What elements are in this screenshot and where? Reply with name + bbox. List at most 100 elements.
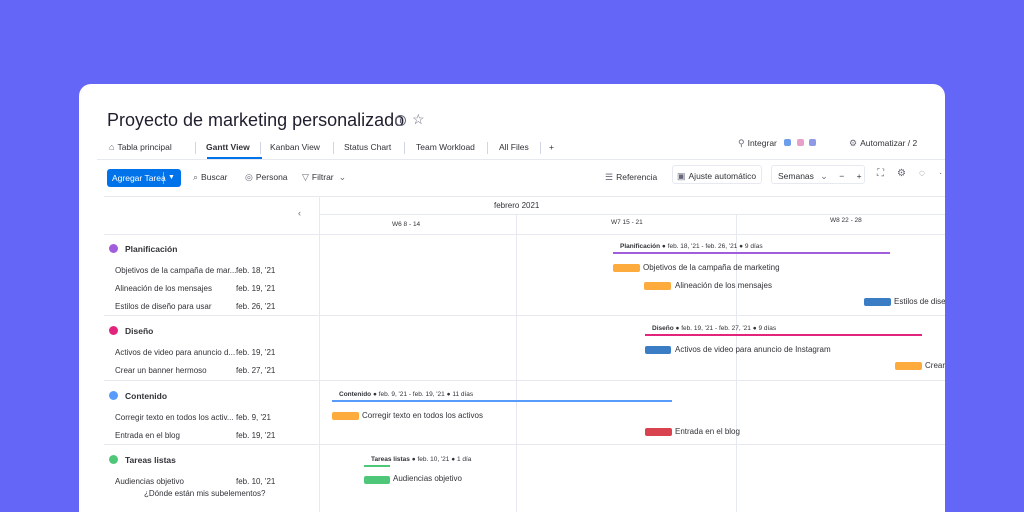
tab-divider bbox=[404, 142, 405, 154]
group-title[interactable]: Tareas listas bbox=[125, 455, 176, 465]
task-name[interactable]: Audiencias objetivo bbox=[115, 477, 184, 486]
task-bar-label: Crear bbox=[925, 361, 945, 370]
task-bar[interactable] bbox=[613, 264, 640, 272]
task-date: feb. 19, '21 bbox=[236, 284, 276, 293]
tab-divider bbox=[333, 142, 334, 154]
task-name[interactable]: Entrada en el blog bbox=[115, 431, 180, 440]
task-name[interactable]: Alineación de los mensajes bbox=[115, 284, 212, 293]
auto-fit-button[interactable]: ▣ Ajuste automático bbox=[672, 165, 762, 184]
page-title: Proyecto de marketing personalizado bbox=[107, 110, 405, 130]
group-summary-bar[interactable] bbox=[613, 252, 890, 254]
task-bar[interactable] bbox=[645, 346, 671, 354]
subitems-hint-link[interactable]: ¿Dónde están mis subelementos? bbox=[144, 489, 266, 498]
group-color-dot bbox=[109, 455, 118, 464]
tab-divider bbox=[487, 142, 488, 154]
tab-divider bbox=[260, 142, 261, 154]
task-bar-label: Activos de video para anuncio de Instagr… bbox=[675, 345, 831, 354]
add-task-button[interactable]: Agregar Tarea ▼ bbox=[107, 169, 181, 187]
tab-gantt-view[interactable]: Gantt View bbox=[206, 142, 250, 152]
chat-icon[interactable]: ◌ bbox=[919, 168, 925, 179]
group-divider bbox=[104, 315, 945, 316]
fullscreen-icon[interactable]: ⛶ bbox=[877, 168, 884, 179]
task-bar-label: Alineación de los mensajes bbox=[675, 281, 772, 290]
group-title[interactable]: Planificación bbox=[125, 244, 178, 254]
task-bar[interactable] bbox=[332, 412, 359, 420]
group-color-dot bbox=[109, 326, 118, 335]
integration-app-icon bbox=[784, 139, 792, 146]
group-summary-label: Contenido ● feb. 9, '21 - feb. 19, '21 ●… bbox=[339, 391, 474, 398]
group-color-dot bbox=[109, 391, 118, 400]
task-name[interactable]: Corregir texto en todos los activ... bbox=[115, 413, 234, 422]
task-date: feb. 18, '21 bbox=[236, 266, 276, 275]
task-bar-label: Objetivos de la campaña de marketing bbox=[643, 263, 780, 272]
collapse-panel-icon[interactable]: ‹ bbox=[298, 208, 301, 218]
filter-button[interactable]: ▽ Filtrar ⌄ bbox=[302, 172, 347, 182]
group-title[interactable]: Diseño bbox=[125, 326, 154, 336]
task-bar[interactable] bbox=[895, 362, 922, 370]
integration-app-icon bbox=[796, 139, 804, 146]
star-icon[interactable]: ☆ bbox=[412, 111, 425, 127]
task-date: feb. 9, '21 bbox=[236, 413, 271, 422]
chevron-down-icon: ⌄ bbox=[338, 172, 347, 182]
tab-status-chart[interactable]: Status Chart bbox=[344, 142, 392, 152]
tab-all-files[interactable]: All Files bbox=[499, 142, 529, 152]
week-divider bbox=[516, 214, 517, 512]
person-filter-button[interactable]: ◎ Persona bbox=[245, 172, 288, 182]
chevron-down-icon[interactable]: ▼ bbox=[168, 174, 175, 181]
group-divider bbox=[104, 444, 945, 445]
group-summary-label: Diseño ● feb. 19, '21 - feb. 27, '21 ● 9… bbox=[652, 325, 777, 332]
automate-button[interactable]: ⚙ Automatizar / 2 bbox=[849, 138, 918, 148]
task-name[interactable]: Objetivos de la campaña de mar... bbox=[115, 266, 237, 275]
task-name[interactable]: Crear un banner hermoso bbox=[115, 366, 207, 375]
task-bar-label: Corregir texto en todos los activos bbox=[362, 411, 483, 420]
list-icon: ☰ bbox=[605, 172, 614, 182]
plug-icon: ⚲ bbox=[738, 138, 745, 148]
person-icon: ◎ bbox=[245, 172, 253, 182]
integrate-button[interactable]: ⚲ Integrar bbox=[738, 138, 817, 149]
tab-team-workload[interactable]: Team Workload bbox=[416, 142, 475, 152]
task-bar[interactable] bbox=[364, 476, 390, 484]
timeline-month: febrero 2021 bbox=[494, 201, 540, 210]
chevron-down-icon[interactable]: ⌄ bbox=[820, 171, 828, 181]
grid-top-border bbox=[104, 196, 945, 197]
tab-divider bbox=[540, 142, 541, 154]
week-divider bbox=[736, 214, 737, 512]
task-date: feb. 27, '21 bbox=[236, 366, 276, 375]
group-summary-bar[interactable] bbox=[364, 465, 390, 467]
zoom-controls: Semanas ⌄ − + bbox=[771, 165, 865, 184]
zoom-out-button[interactable]: − bbox=[839, 171, 845, 181]
group-summary-label: Planificación ● feb. 18, '21 - feb. 26, … bbox=[620, 243, 763, 250]
group-summary-bar[interactable] bbox=[332, 400, 672, 402]
more-icon[interactable]: · bbox=[939, 168, 943, 179]
tab-main-table[interactable]: ⌂ Tabla principal bbox=[109, 142, 172, 152]
tabs-divider bbox=[97, 159, 945, 160]
task-bar[interactable] bbox=[644, 282, 671, 290]
integration-app-icon bbox=[809, 139, 817, 146]
group-summary-bar[interactable] bbox=[645, 334, 922, 336]
search-button[interactable]: ⌕ Buscar bbox=[193, 172, 228, 182]
robot-icon: ⚙ bbox=[849, 138, 858, 148]
timeline-week: W6 8 - 14 bbox=[392, 221, 421, 228]
board-card: Proyecto de marketing personalizado i ☆ … bbox=[79, 84, 945, 512]
task-bar[interactable] bbox=[864, 298, 891, 306]
zoom-in-button[interactable]: + bbox=[856, 171, 862, 181]
task-date: feb. 19, '21 bbox=[236, 348, 276, 357]
active-tab-indicator bbox=[207, 157, 262, 159]
filter-icon: ▽ bbox=[302, 172, 309, 182]
task-name[interactable]: Estilos de diseño para usar bbox=[115, 302, 212, 311]
task-date: feb. 26, '21 bbox=[236, 302, 276, 311]
group-color-dot bbox=[109, 244, 118, 253]
scale-select[interactable]: Semanas bbox=[778, 171, 814, 181]
task-bar[interactable] bbox=[645, 428, 672, 436]
tab-kanban-view[interactable]: Kanban View bbox=[270, 142, 320, 152]
group-title[interactable]: Contenido bbox=[125, 391, 168, 401]
button-split bbox=[163, 172, 164, 184]
info-icon[interactable]: i bbox=[395, 115, 406, 126]
add-view-button[interactable]: + bbox=[549, 142, 554, 152]
header-bottom-border bbox=[104, 234, 945, 235]
settings-icon[interactable]: ⚙ bbox=[897, 168, 906, 179]
reference-button[interactable]: ☰ Referencia bbox=[605, 172, 658, 182]
timeline-week: W8 22 - 28 bbox=[830, 217, 862, 224]
task-name[interactable]: Activos de video para anuncio d... bbox=[115, 348, 236, 357]
timeline-week: W7 15 - 21 bbox=[611, 219, 643, 226]
